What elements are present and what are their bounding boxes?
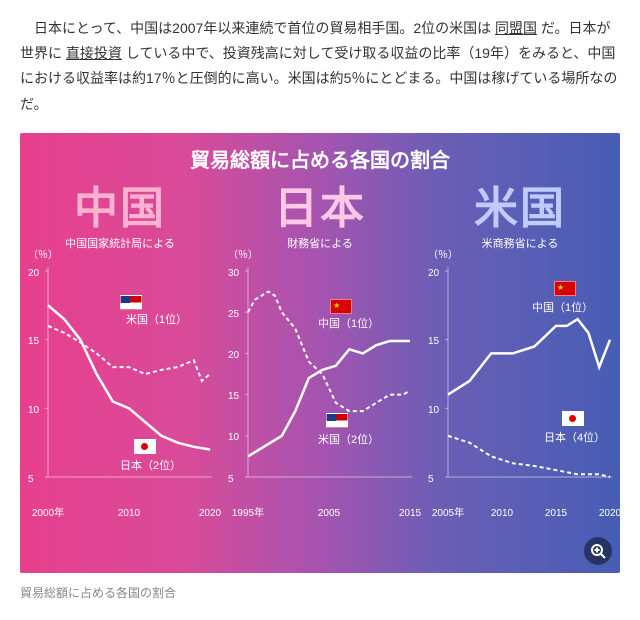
x-tick: 2010 [491,505,513,523]
x-tick: 2005年 [432,505,464,523]
chart-panel: 日本財務省による（％）510152025301995年20052015中国（1位… [220,183,420,545]
chart-figure: 貿易総額に占める各国の割合 中国中国国家統計局による（％）51015202000… [20,133,620,573]
zoom-icon[interactable] [584,537,612,565]
chart-panel: 米国米商務省による（％）51015202005年201020152020中国（1… [420,183,620,545]
x-tick: 1995年 [232,505,264,523]
panel-country-title: 中国 [20,187,220,231]
x-tick: 2020 [199,505,221,523]
plot-area: （％）510152025301995年20052015中国（1位）米国（2位） [226,261,414,505]
x-tick: 2010 [118,505,140,523]
chart-caption: 貿易総額に占める各国の割合 [20,583,620,605]
x-tick: 2015 [399,505,421,523]
x-tick: 2005 [318,505,340,523]
panel-country-title: 米国 [420,187,620,231]
chart-panel: 中国中国国家統計局による（％）51015202000年20102020米国（1位… [20,183,220,545]
chart-title: 貿易総額に占める各国の割合 [20,133,620,183]
x-tick: 2020 [599,505,621,523]
article-paragraph: 日本にとって、中国は2007年以来連続で首位の貿易相手国。2位の米国は 同盟国 … [20,16,620,117]
plot-area: （％）51015202005年201020152020中国（1位）日本（4位） [426,261,614,505]
plot-area: （％）51015202000年20102020米国（1位）日本（2位） [26,261,214,505]
x-tick: 2000年 [32,505,64,523]
link-fdi[interactable]: 直接投資 [66,45,122,61]
text: 日本にとって、中国は2007年以来連続で首位の貿易相手国。2位の米国は [20,20,495,36]
panel-country-title: 日本 [220,187,420,231]
link-allied[interactable]: 同盟国 [495,20,537,36]
x-tick: 2015 [545,505,567,523]
